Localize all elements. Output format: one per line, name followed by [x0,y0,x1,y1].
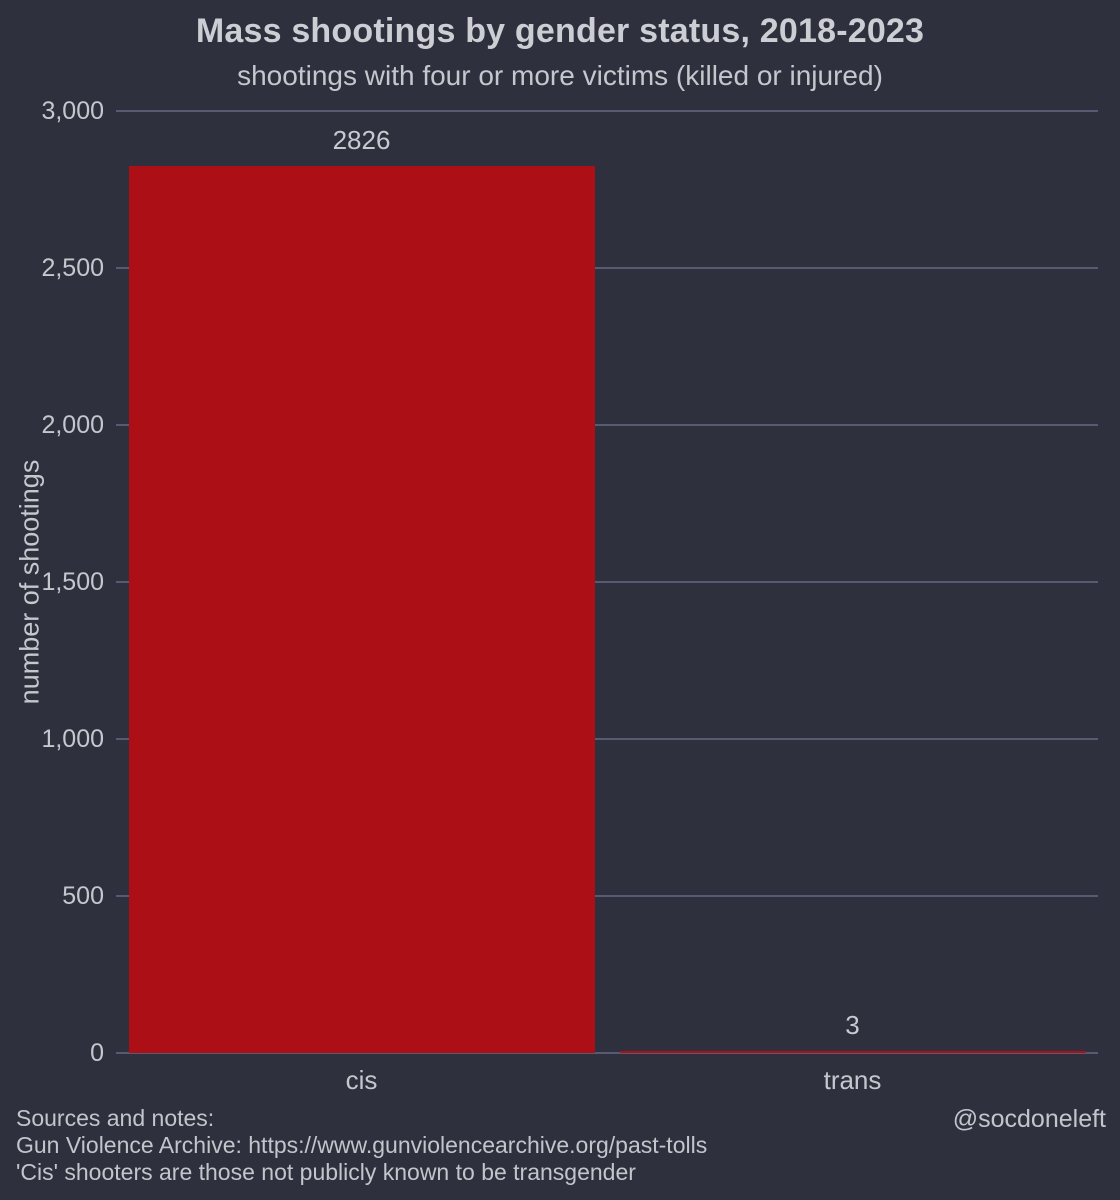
credit-handle: @socdoneleft [952,1105,1106,1133]
footer-line-cis-note: 'Cis' shooters are those not publicly kn… [16,1159,636,1185]
y-tick-label: 1,000 [41,725,104,753]
y-tick-label: 1,500 [41,568,104,596]
bar-trans [620,1050,1086,1053]
gridline-500 [116,895,1098,897]
x-tick-label-trans: trans [823,1065,882,1095]
chart-title: Mass shootings by gender status, 2018-20… [195,12,925,50]
x-tick-label-cis: cis [345,1065,378,1095]
chart-subtitle: shootings with four or more victims (kil… [237,60,883,91]
gridline-2000 [116,424,1098,426]
gridline-0 [116,1052,1098,1054]
y-tick-label: 2,500 [41,254,104,282]
footer-notes: Sources and notes: Gun Violence Archive:… [16,1105,707,1186]
bar-value-label-trans: 3 [845,1009,860,1040]
y-tick-label: 3,000 [41,97,104,125]
bar-value-label-cis: 2826 [332,124,391,155]
y-tick-label: 0 [90,1039,104,1067]
y-tick-label: 2,000 [41,411,104,439]
gridline-3000 [116,110,1098,112]
footer-line-archive: Gun Violence Archive: https://www.gunvio… [16,1132,708,1158]
gridline-1000 [116,738,1098,740]
gridline-2500 [116,267,1098,269]
bar-cis [129,165,595,1053]
y-tick-label: 500 [62,882,104,910]
footer-line-sources: Sources and notes: [16,1105,215,1131]
gridline-1500 [116,581,1098,583]
